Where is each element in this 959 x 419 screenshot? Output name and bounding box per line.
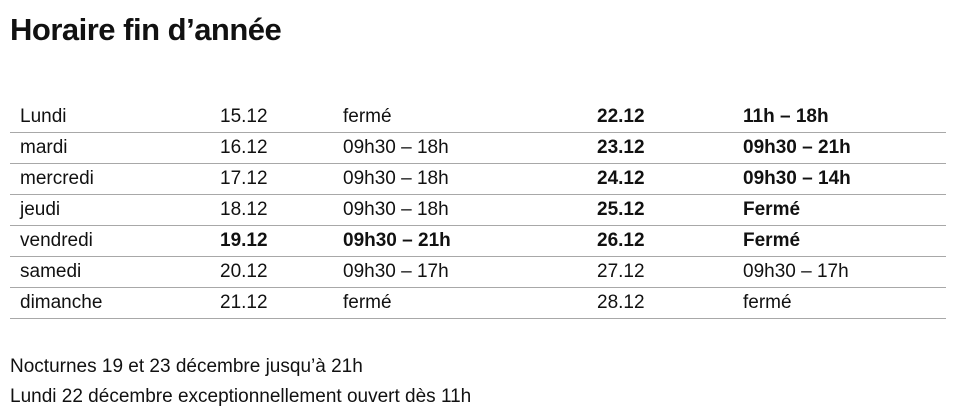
cell-h2: 11h – 18h (743, 106, 829, 127)
cell-d2: 27.12 (597, 261, 645, 282)
cell-d2: 28.12 (597, 292, 645, 313)
cell-day: mercredi (20, 168, 94, 189)
cell-h1: 09h30 – 21h (343, 230, 451, 251)
cell-d1: 21.12 (220, 292, 268, 313)
cell-d1: 17.12 (220, 168, 268, 189)
cell-h1: 09h30 – 18h (343, 168, 449, 189)
cell-h1: 09h30 – 17h (343, 261, 449, 282)
cell-h2: 09h30 – 21h (743, 137, 851, 158)
cell-day: samedi (20, 261, 82, 282)
cell-d2: 25.12 (597, 199, 645, 220)
cell-day: mardi (20, 137, 68, 158)
schedule-table: Lundi 15.12 fermé 22.12 11h – 18h mardi 16.12 0… (10, 102, 946, 319)
cell-h1: fermé (343, 292, 392, 313)
cell-h1: fermé (343, 106, 392, 127)
cell-h2: 09h30 – 14h (743, 168, 851, 189)
cell-h2: 09h30 – 17h (743, 261, 849, 282)
notes: Nocturnes 19 et 23 décembre jusqu’à 21h … (10, 352, 471, 412)
cell-d2: 23.12 (597, 137, 645, 158)
note-line: Nocturnes 19 et 23 décembre jusqu’à 21h (10, 356, 363, 377)
page-title: Horaire fin d’année (10, 12, 282, 47)
table-row: mardi 16.12 09h30 – 18h 23.12 09h30 – 21h (10, 133, 946, 164)
note-line: Lundi 22 décembre exceptionnellement ouv… (10, 386, 472, 407)
cell-day: dimanche (20, 292, 103, 313)
table-row: vendredi 19.12 09h30 – 21h 26.12 Fermé (10, 226, 946, 257)
cell-d2: 26.12 (597, 230, 645, 251)
cell-day: jeudi (20, 199, 61, 220)
cell-d2: 24.12 (597, 168, 645, 189)
cell-day: Lundi (20, 106, 67, 127)
cell-d2: 22.12 (597, 106, 645, 127)
table-row: jeudi 18.12 09h30 – 18h 25.12 Fermé (10, 195, 946, 226)
cell-h2: fermé (743, 292, 792, 313)
table-row: Lundi 15.12 fermé 22.12 11h – 18h (10, 102, 946, 133)
cell-d1: 20.12 (220, 261, 268, 282)
cell-h1: 09h30 – 18h (343, 137, 449, 158)
cell-d1: 15.12 (220, 106, 268, 127)
cell-h1: 09h30 – 18h (343, 199, 449, 220)
cell-d1: 16.12 (220, 137, 268, 158)
table-row: mercredi 17.12 09h30 – 18h 24.12 09h30 – 14h (10, 164, 946, 195)
cell-h2: Fermé (743, 199, 801, 220)
cell-day: vendredi (20, 230, 93, 251)
cell-d1: 19.12 (220, 230, 268, 251)
table-row: dimanche 21.12 fermé 28.12 fermé (10, 288, 946, 319)
cell-d1: 18.12 (220, 199, 268, 220)
cell-h2: Fermé (743, 230, 801, 251)
table-row: samedi 20.12 09h30 – 17h 27.12 09h30 – 17h (10, 257, 946, 288)
